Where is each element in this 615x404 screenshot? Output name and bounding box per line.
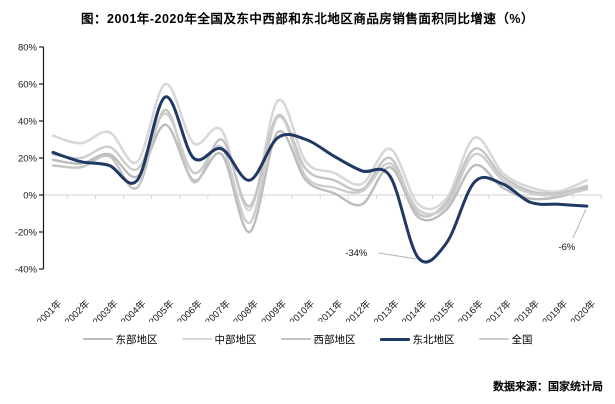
x-tick-label: 2015年 (427, 297, 458, 322)
annotation-leader-line (572, 208, 587, 239)
x-tick-label: 2002年 (62, 297, 93, 322)
annotation-label: -6% (558, 242, 575, 253)
x-tick-label: 2020年 (568, 297, 599, 322)
x-tick-label: 2001年 (34, 297, 65, 322)
legend-line-swatch (379, 337, 410, 341)
legend-item-东部地区: 东部地区 (82, 332, 158, 347)
legend-line-swatch (82, 337, 113, 341)
x-tick-label: 2014年 (399, 297, 430, 322)
y-tick-label: -40% (15, 265, 38, 276)
x-tick-label: 2003年 (90, 297, 121, 322)
x-tick-label: 2017年 (484, 297, 515, 322)
x-tick-label: 2006年 (174, 297, 205, 322)
x-tick-label: 2011年 (315, 297, 345, 322)
legend-label: 东北地区 (412, 333, 455, 346)
x-tick-label: 2012年 (343, 297, 374, 322)
y-tick-label: -20% (15, 228, 38, 239)
y-tick-label: 80% (18, 43, 38, 54)
x-tick-label: 2004年 (118, 297, 149, 322)
x-tick-label: 2005年 (146, 297, 177, 322)
series-line-全国 (51, 112, 589, 225)
legend-label: 全国 (511, 333, 533, 346)
series-line-东北地区 (51, 95, 589, 264)
y-tick-label: 20% (18, 154, 38, 165)
series-line-西部地区 (51, 108, 589, 218)
x-tick-label: 2009年 (259, 297, 290, 322)
x-tick-label: 2018年 (512, 297, 543, 322)
legend-line-swatch (478, 337, 509, 341)
y-tick-label: 0% (23, 191, 37, 202)
legend-label: 中部地区 (214, 333, 257, 346)
line-chart-svg: 80%60%40%20%0%-20%-40%2001年2002年2003年200… (15, 43, 602, 322)
line-chart-area: 80% 60% 40% 20% 0% -20% -40% 2001年 2002年 2003年 200… (0, 36, 615, 322)
x-tick-label: 2010年 (287, 297, 318, 322)
series-line-中部地区 (51, 82, 589, 212)
legend-item-全国: 全国 (478, 332, 533, 347)
legend-label: 西部地区 (313, 333, 356, 346)
annotation-leader-line (378, 252, 417, 260)
legend-item-西部地区: 西部地区 (280, 332, 356, 347)
x-tick-label: 2007年 (203, 297, 234, 322)
y-tick-label: 40% (18, 117, 38, 128)
chart-legend: 东部地区 中部地区 西部地区 东北地区 全国 (0, 330, 615, 348)
x-tick-label: 2016年 (455, 297, 486, 322)
chart-title: 图：2001年-2020年全国及东中西部和东北地区商品房销售面积同比增速（%） (81, 12, 534, 26)
legend-label: 东部地区 (115, 333, 158, 346)
data-source-note: 数据来源：国家统计局 (493, 381, 603, 393)
legend-line-swatch (280, 337, 311, 341)
x-tick-label: 2013年 (371, 297, 402, 322)
legend-item-中部地区: 中部地区 (181, 332, 257, 347)
annotation-label: -34% (345, 248, 368, 259)
legend-item-东北地区: 东北地区 (379, 332, 455, 347)
x-tick-label: 2019年 (540, 297, 571, 322)
legend-line-swatch (181, 337, 212, 341)
y-tick-label: 60% (18, 80, 38, 91)
x-tick-label: 2008年 (231, 297, 262, 322)
